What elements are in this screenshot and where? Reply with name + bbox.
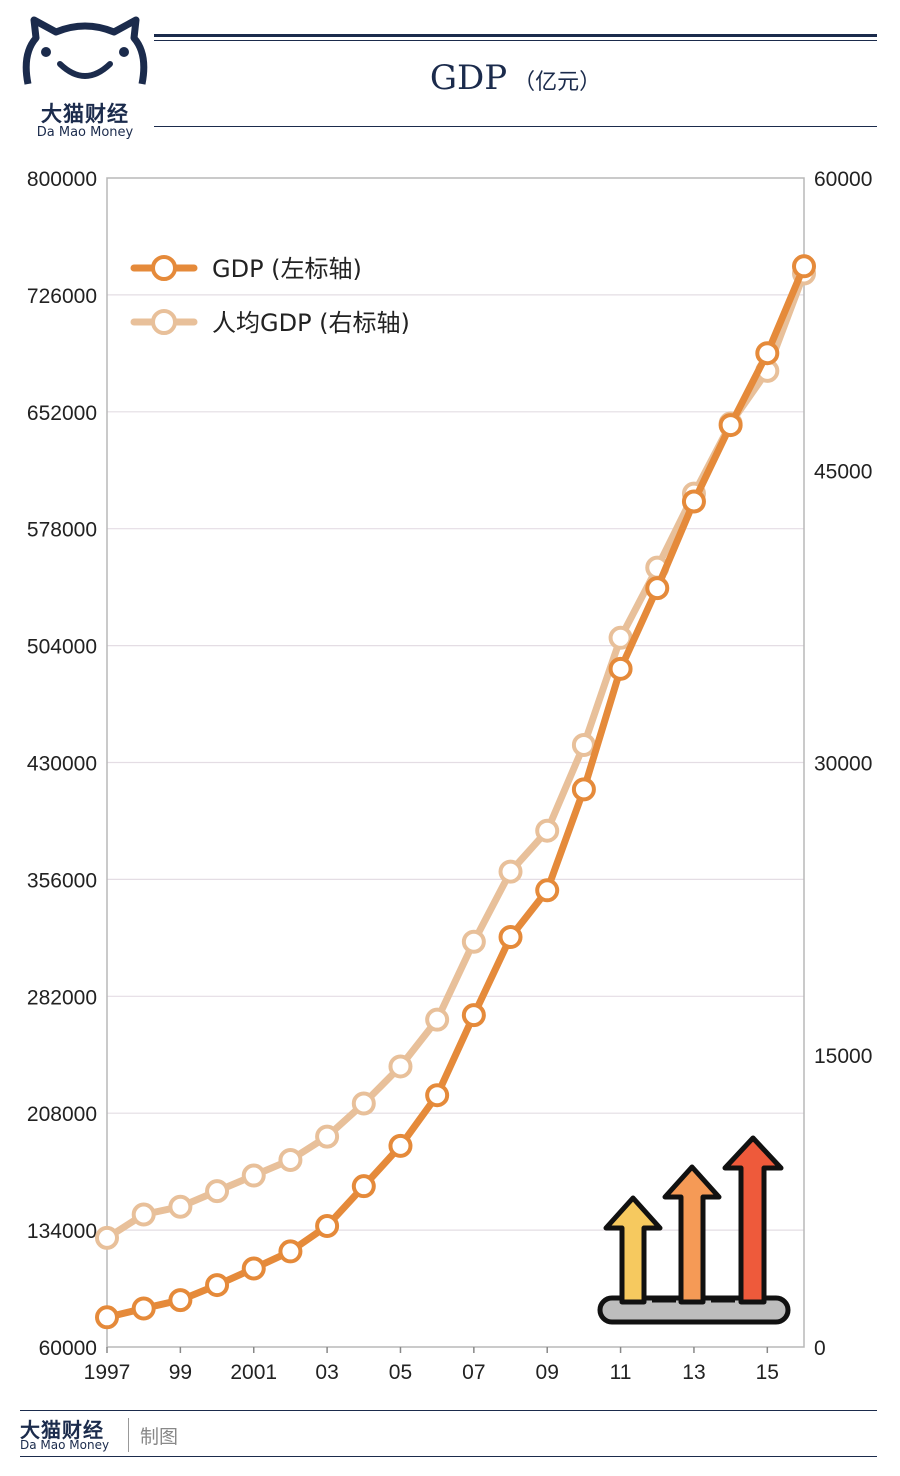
data-point bbox=[718, 413, 743, 438]
legend-label: 人均GDP (右标轴) bbox=[212, 309, 410, 337]
y-left-tick-label: 578000 bbox=[27, 519, 97, 542]
data-point bbox=[681, 489, 706, 514]
data-point bbox=[535, 818, 560, 843]
series-line-0 bbox=[103, 262, 808, 1321]
data-point bbox=[278, 1147, 303, 1172]
x-tick-label: 09 bbox=[536, 1361, 559, 1384]
y-right-tick-label: 0 bbox=[814, 1337, 826, 1360]
footer-rule-bottom bbox=[20, 1456, 877, 1457]
x-tick-label: 99 bbox=[169, 1361, 192, 1384]
data-point bbox=[351, 1174, 376, 1199]
y-left-tick-label: 726000 bbox=[27, 285, 97, 308]
data-point bbox=[388, 1054, 413, 1079]
data-point bbox=[131, 1202, 156, 1227]
y-left-tick-label: 356000 bbox=[27, 869, 97, 892]
y-left-tick-label: 800000 bbox=[27, 168, 97, 191]
data-point bbox=[461, 929, 486, 954]
data-point bbox=[425, 1083, 450, 1108]
data-point bbox=[315, 1124, 340, 1149]
x-tick-label: 03 bbox=[315, 1361, 338, 1384]
data-point bbox=[498, 925, 523, 950]
series bbox=[95, 254, 816, 1330]
data-point bbox=[498, 859, 523, 884]
data-point bbox=[168, 1194, 193, 1219]
data-point bbox=[645, 576, 670, 601]
legend-swatch-marker bbox=[151, 255, 177, 281]
chart-title: GDP （亿元） bbox=[154, 58, 877, 98]
left-axis: 800000 726000 652000 578000 504000 430000 3560… bbox=[27, 168, 97, 1360]
y-left-tick-label: 652000 bbox=[27, 402, 97, 425]
header-rule-top bbox=[154, 34, 877, 37]
x-tick-label: 13 bbox=[682, 1361, 705, 1384]
y-left-tick-label: 504000 bbox=[27, 636, 97, 659]
legend-swatch-marker bbox=[151, 309, 177, 335]
data-point bbox=[278, 1239, 303, 1264]
data-point bbox=[571, 777, 596, 802]
legend-label: GDP (左标轴) bbox=[212, 255, 362, 283]
y-left-tick-label: 134000 bbox=[27, 1220, 97, 1243]
x-tick-label: 05 bbox=[389, 1361, 412, 1384]
data-point bbox=[425, 1007, 450, 1032]
y-right-tick-label: 30000 bbox=[814, 753, 872, 776]
data-point bbox=[571, 732, 596, 757]
data-point bbox=[205, 1273, 230, 1298]
x-tick-label: 07 bbox=[462, 1361, 485, 1384]
y-left-tick-label: 208000 bbox=[27, 1103, 97, 1126]
data-point bbox=[755, 341, 780, 366]
series-line-1 bbox=[103, 269, 808, 1242]
footer-made-label: 制图 bbox=[140, 1426, 179, 1448]
data-point bbox=[461, 1003, 486, 1028]
data-point bbox=[608, 656, 633, 681]
cat-logo-icon bbox=[22, 16, 148, 85]
brand-subtitle: Da Mao Money bbox=[36, 125, 134, 140]
x-tick-label: 11 bbox=[610, 1361, 632, 1384]
legend: GDP (左标轴) 人均GDP (右标轴) bbox=[130, 255, 410, 337]
data-point bbox=[95, 1305, 119, 1330]
x-tick-label: 1997 bbox=[84, 1361, 131, 1384]
data-point bbox=[131, 1296, 156, 1321]
footer-brand-sub: Da Mao Money bbox=[20, 1438, 110, 1452]
data-point bbox=[205, 1179, 230, 1204]
data-point bbox=[95, 1225, 119, 1250]
chart-title-main: GDP bbox=[429, 58, 508, 98]
x-tick-label: 2001 bbox=[230, 1361, 277, 1384]
y-right-tick-label: 15000 bbox=[814, 1045, 872, 1068]
plot-area-frame bbox=[106, 177, 805, 1348]
chart-title-unit: （亿元） bbox=[513, 70, 602, 95]
data-point bbox=[168, 1288, 193, 1313]
y-right-tick-label: 60000 bbox=[814, 168, 872, 191]
data-point bbox=[608, 625, 633, 650]
data-point bbox=[792, 254, 816, 279]
footer-divider bbox=[128, 1418, 129, 1452]
data-point bbox=[388, 1133, 413, 1158]
y-right-tick-label: 45000 bbox=[814, 460, 872, 483]
footer-brand-name: 大猫财经 bbox=[20, 1418, 104, 1442]
data-point bbox=[315, 1213, 340, 1238]
rising-arrows-icon bbox=[597, 1135, 791, 1325]
right-axis: 60000 45000 30000 15000 0 bbox=[814, 168, 872, 1360]
brand-name: 大猫财经 bbox=[41, 102, 129, 126]
data-point bbox=[535, 878, 560, 903]
y-left-tick-label: 430000 bbox=[27, 753, 97, 776]
data-point bbox=[241, 1163, 266, 1188]
data-point bbox=[351, 1091, 376, 1116]
header-rule-bottom bbox=[154, 126, 877, 127]
grid bbox=[107, 294, 804, 1231]
footer-rule-top bbox=[20, 1410, 877, 1411]
x-axis: 1997 99 2001 03 05 07 09 11 13 15 bbox=[84, 1347, 779, 1384]
y-left-tick-label: 282000 bbox=[27, 986, 97, 1009]
y-left-tick-label: 60000 bbox=[39, 1337, 97, 1360]
data-point bbox=[241, 1256, 266, 1281]
brand-logo: 大猫财经 Da Mao Money bbox=[14, 14, 156, 142]
x-tick-label: 15 bbox=[756, 1361, 779, 1384]
header-rule-top-thin bbox=[154, 40, 877, 41]
